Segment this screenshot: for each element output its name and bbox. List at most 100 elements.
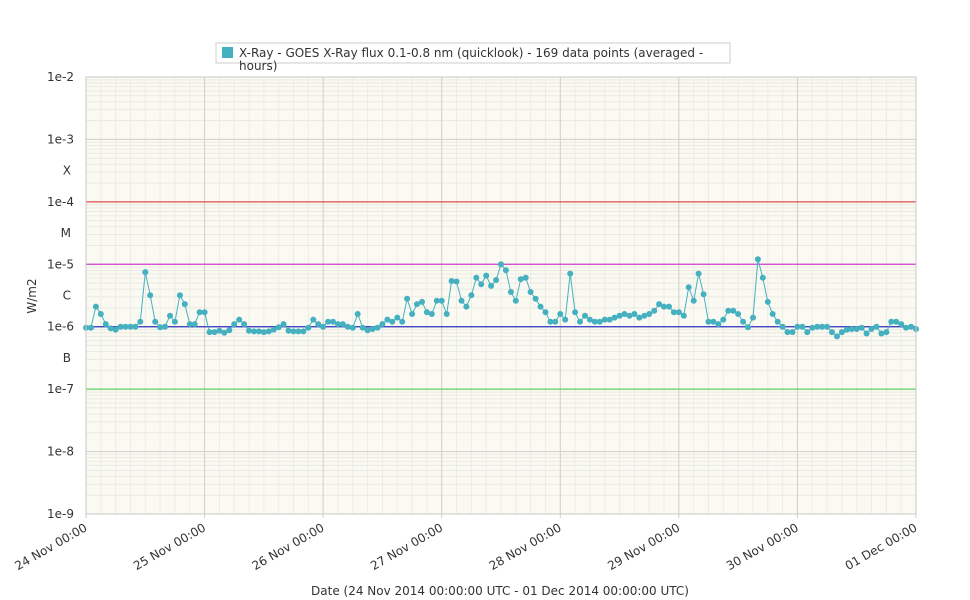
data-point xyxy=(335,321,341,328)
data-point xyxy=(122,323,129,330)
series-points xyxy=(83,256,919,340)
data-point xyxy=(819,323,826,330)
data-point xyxy=(848,326,855,332)
data-point xyxy=(191,321,198,328)
data-point xyxy=(883,329,890,336)
data-point xyxy=(834,333,840,340)
data-point xyxy=(152,318,159,325)
data-point xyxy=(838,329,845,336)
data-point xyxy=(606,316,613,323)
y-tick-label: 1e-8 xyxy=(47,445,74,459)
data-point xyxy=(147,292,154,299)
data-point xyxy=(493,277,500,283)
flare-class-labels: X M C B xyxy=(61,164,71,365)
data-point xyxy=(97,311,104,317)
y-axis-tick-labels: 1e-2 1e-3 1e-4 1e-5 1e-6 1e-7 1e-8 1e-9 xyxy=(47,70,74,521)
data-point xyxy=(300,328,307,335)
data-point xyxy=(789,329,796,336)
data-point xyxy=(512,297,519,304)
data-point xyxy=(908,323,915,330)
x-axis-title: Date (24 Nov 2014 00:00:00 UTC - 01 Dec … xyxy=(311,584,689,598)
data-point xyxy=(582,312,588,319)
data-point xyxy=(112,326,119,333)
data-point xyxy=(567,270,574,277)
data-point xyxy=(853,326,860,332)
data-point xyxy=(438,297,445,304)
data-point xyxy=(572,309,579,316)
data-point xyxy=(631,311,638,317)
data-point xyxy=(557,311,564,317)
data-point xyxy=(162,323,168,330)
data-point xyxy=(379,321,386,328)
legend[interactable]: X-Ray - GOES X-Ray flux 0.1-0.8 nm (quic… xyxy=(215,42,731,73)
data-point xyxy=(705,318,712,325)
data-point xyxy=(740,318,747,325)
data-point xyxy=(586,316,593,323)
data-point xyxy=(715,321,722,328)
minor-gridlines xyxy=(86,77,916,514)
data-point xyxy=(666,303,672,310)
data-point xyxy=(419,298,425,305)
data-point xyxy=(265,328,272,335)
y-tick-label: 1e-9 xyxy=(47,507,74,521)
data-point xyxy=(710,318,717,325)
data-point xyxy=(409,311,416,317)
data-point xyxy=(428,311,435,317)
data-point xyxy=(211,329,218,336)
data-point xyxy=(735,311,742,317)
data-point xyxy=(315,321,322,328)
data-point xyxy=(596,318,603,325)
data-point xyxy=(507,289,514,295)
data-point xyxy=(868,326,875,332)
data-point xyxy=(878,330,885,337)
legend-label-line2: hours) xyxy=(239,59,277,73)
data-point xyxy=(774,318,781,325)
data-point xyxy=(522,274,529,281)
data-point xyxy=(858,324,865,331)
data-point xyxy=(260,329,267,336)
data-point xyxy=(685,284,692,291)
data-point xyxy=(280,321,287,328)
data-point xyxy=(478,281,485,288)
data-point xyxy=(87,324,94,331)
data-point xyxy=(196,309,203,316)
y-tick-label: 1e-6 xyxy=(47,320,74,334)
data-point xyxy=(463,303,470,310)
data-point xyxy=(404,295,411,302)
data-point xyxy=(468,292,475,299)
y-tick-label: 1e-2 xyxy=(47,70,74,84)
data-point xyxy=(216,327,223,334)
data-point xyxy=(542,309,549,316)
data-point xyxy=(290,328,297,335)
data-point xyxy=(577,318,583,325)
data-point xyxy=(517,276,524,283)
data-point xyxy=(399,318,406,325)
data-point xyxy=(636,314,643,321)
data-point xyxy=(330,318,336,325)
data-point xyxy=(107,325,114,332)
data-point xyxy=(275,324,282,331)
data-point xyxy=(502,267,509,274)
data-point xyxy=(206,329,213,336)
data-point xyxy=(344,323,351,330)
data-point xyxy=(537,303,544,310)
data-point xyxy=(641,312,648,319)
data-point xyxy=(443,311,450,317)
data-point xyxy=(695,270,702,277)
x-tick-label: 30 Nov 00:00 xyxy=(724,520,801,573)
data-point xyxy=(646,311,653,317)
data-point xyxy=(527,289,534,295)
plot-border xyxy=(85,76,917,515)
data-point xyxy=(374,324,381,331)
data-point xyxy=(325,318,332,325)
data-point xyxy=(483,272,490,279)
data-point xyxy=(448,278,455,284)
legend-box xyxy=(215,42,731,64)
data-point xyxy=(295,328,302,335)
data-point xyxy=(226,327,233,334)
data-point xyxy=(270,326,277,333)
x-axis-tick-labels: 24 Nov 00:00 25 Nov 00:00 26 Nov 00:00 27 N… xyxy=(12,520,919,573)
data-point xyxy=(167,312,173,319)
data-point xyxy=(784,329,791,336)
data-point xyxy=(310,316,317,323)
